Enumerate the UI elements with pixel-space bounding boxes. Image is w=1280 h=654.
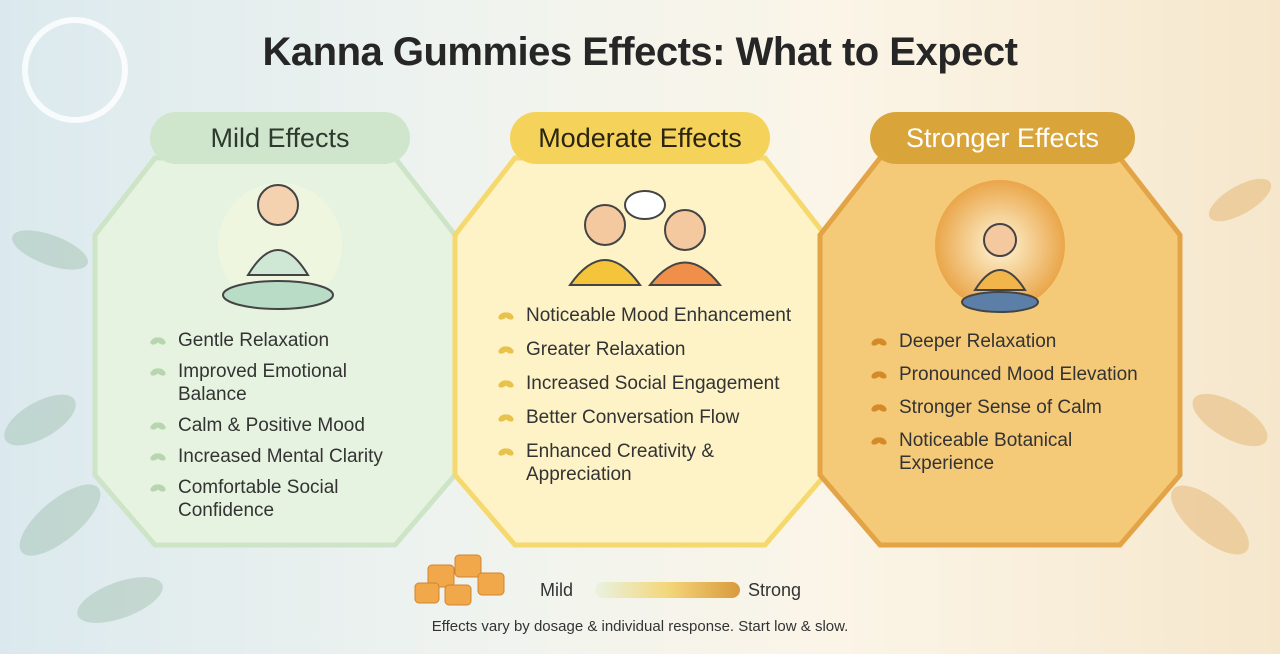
effect-item: Enhanced Creativity & Appreciation [496, 440, 796, 486]
leaf-icon [150, 484, 166, 492]
effect-item: Increased Social Engagement [496, 372, 796, 395]
effect-item: Gentle Relaxation [148, 329, 418, 352]
panel-heading: Moderate Effects [538, 123, 742, 153]
leaf-icon [150, 337, 166, 345]
effect-text: Gentle Relaxation [178, 330, 330, 351]
effect-text: Noticeable Botanical Experience [899, 430, 1073, 474]
title: Kanna Gummies Effects: What to Expect [262, 30, 1018, 74]
effect-item: Calm & Positive Mood [148, 414, 418, 437]
leaf-icon [150, 422, 166, 430]
footnote: Effects vary by dosage & individual resp… [431, 618, 849, 635]
effect-text: Enhanced Creativity & Appreciation [526, 441, 714, 485]
leaf-icon [871, 437, 887, 445]
effect-text: Increased Social Engagement [526, 373, 780, 394]
effect-text: Calm & Positive Mood [178, 415, 365, 436]
effect-text: Increased Mental Clarity [178, 446, 383, 467]
scale-high-label: Strong [748, 580, 802, 600]
leaf-icon [871, 371, 887, 379]
effect-text: Better Conversation Flow [526, 407, 740, 428]
effect-text: Greater Relaxation [526, 339, 686, 360]
panel-heading: Stronger Effects [905, 123, 1100, 153]
effect-item: Deeper Relaxation [869, 330, 1149, 353]
effect-item: Stronger Sense of Calm [869, 396, 1149, 419]
effect-item: Greater Relaxation [496, 338, 796, 361]
leaf-icon [498, 380, 514, 388]
effect-text: Deeper Relaxation [899, 331, 1057, 352]
effect-item: Noticeable Botanical Experience [869, 429, 1149, 475]
effect-text: Noticeable Mood Enhancement [526, 305, 792, 326]
effect-item: Comfortable Social Confidence [148, 476, 418, 522]
leaf-icon [150, 368, 166, 376]
effect-item: Better Conversation Flow [496, 406, 796, 429]
leaf-icon [498, 346, 514, 354]
effect-item: Increased Mental Clarity [148, 445, 418, 468]
leaf-icon [150, 453, 166, 461]
leaf-icon [871, 404, 887, 412]
leaf-icon [871, 338, 887, 346]
scale-low-label: Mild [540, 580, 574, 600]
leaf-icon [498, 414, 514, 422]
leaf-icon [498, 448, 514, 456]
effect-text: Pronounced Mood Elevation [899, 364, 1138, 385]
effect-item: Pronounced Mood Elevation [869, 363, 1149, 386]
leaf-icon [498, 312, 514, 320]
effect-item: Improved Emotional Balance [148, 360, 418, 406]
effect-item: Noticeable Mood Enhancement [496, 304, 796, 327]
effect-list: Deeper Relaxation Pronounced Mood Elevati… [869, 330, 1149, 475]
effect-text: Comfortable Social Confidence [178, 477, 339, 521]
effect-list: Noticeable Mood Enhancement Greater Relax… [496, 304, 796, 486]
effect-text: Improved Emotional Balance [178, 361, 347, 405]
effect-list: Gentle Relaxation Improved Emotional Bala… [148, 329, 418, 522]
effect-text: Stronger Sense of Calm [899, 397, 1102, 418]
panel-heading: Mild Effects [210, 123, 350, 153]
